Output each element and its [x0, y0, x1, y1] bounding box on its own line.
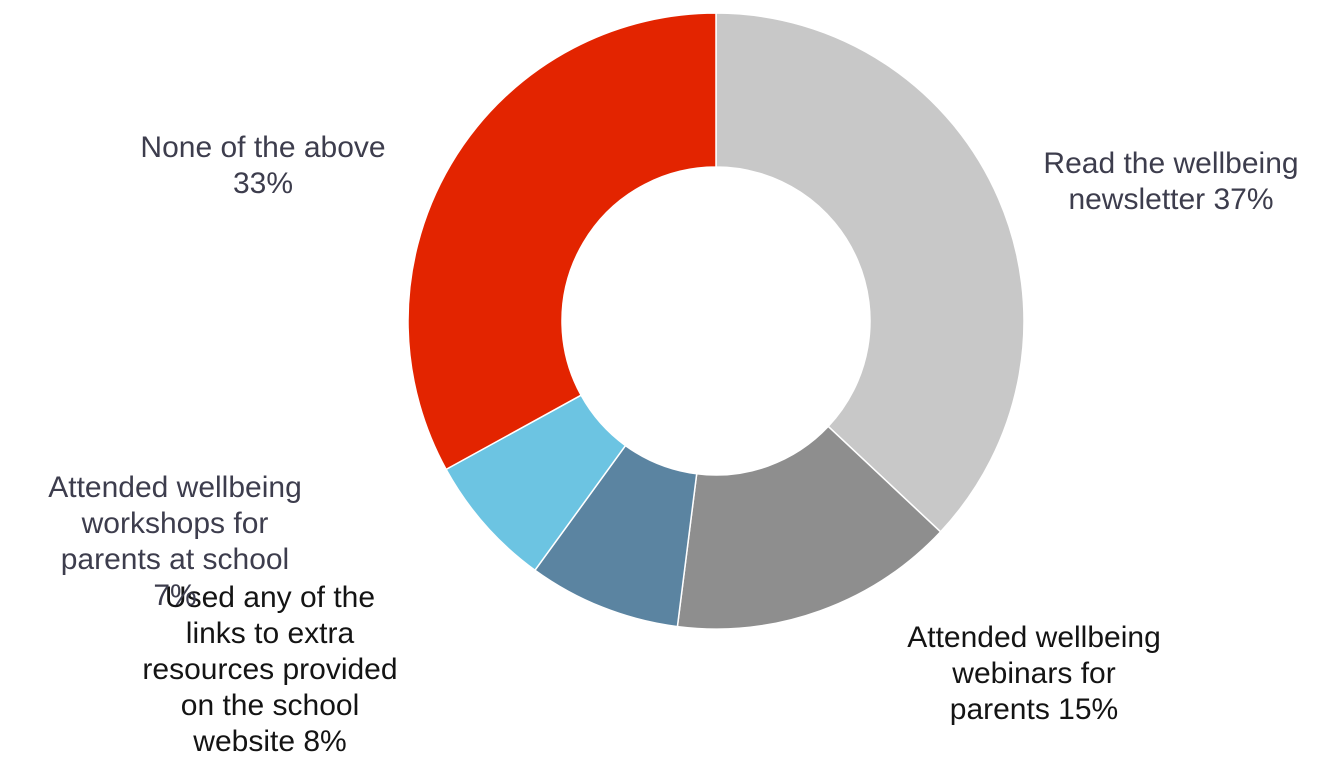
donut-slices: [408, 13, 1024, 629]
slice-label-workshops: Attended wellbeing workshops for parents…: [0, 470, 350, 614]
donut-slice-newsletter: [716, 13, 1024, 532]
slice-label-webinars: Attended wellbeing webinars for parents …: [858, 620, 1210, 728]
donut-slice-none: [408, 13, 716, 469]
slice-label-none: None of the above 33%: [98, 130, 428, 202]
slice-label-newsletter: Read the wellbeing newsletter 37%: [1000, 146, 1342, 218]
